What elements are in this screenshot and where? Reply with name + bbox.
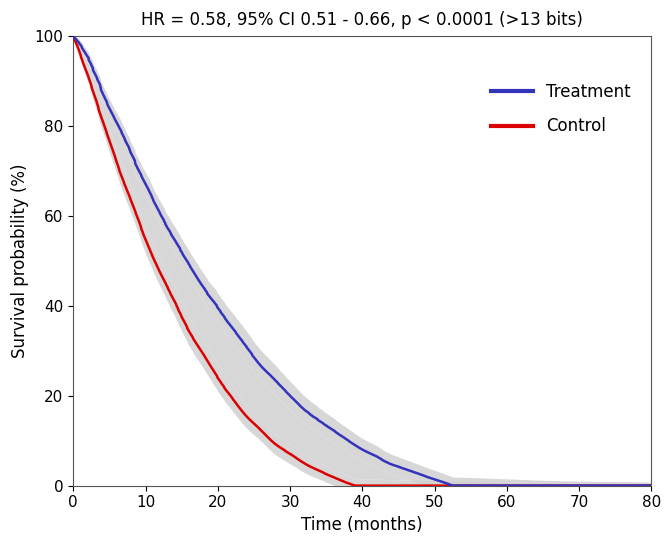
X-axis label: Time (months): Time (months) — [302, 516, 423, 534]
Legend: Treatment, Control: Treatment, Control — [485, 76, 637, 142]
Y-axis label: Survival probability (%): Survival probability (%) — [11, 164, 29, 358]
Title: HR = 0.58, 95% CI 0.51 - 0.66, p < 0.0001 (>13 bits): HR = 0.58, 95% CI 0.51 - 0.66, p < 0.000… — [141, 11, 583, 29]
